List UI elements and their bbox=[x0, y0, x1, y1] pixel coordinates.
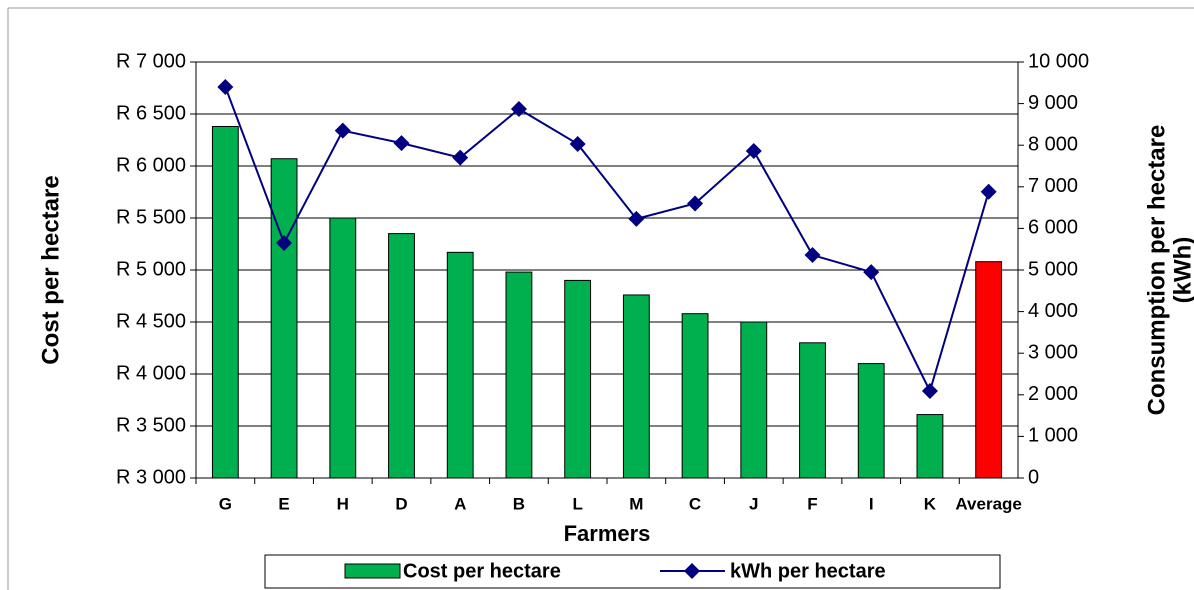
y2-tick-label: 0 bbox=[1028, 466, 1039, 488]
legend-label: kWh per hectare bbox=[730, 560, 886, 582]
marker bbox=[217, 78, 234, 95]
y2-tick-label: 5 000 bbox=[1028, 258, 1078, 280]
marker bbox=[334, 122, 351, 139]
y2-tick-label: 2 000 bbox=[1028, 383, 1078, 405]
marker bbox=[745, 143, 762, 160]
y-axis-title: Cost per hectare bbox=[37, 175, 64, 364]
y-tick-label: R 3 500 bbox=[116, 414, 186, 436]
marker bbox=[921, 383, 938, 400]
marker bbox=[804, 247, 821, 264]
x-tick-label: K bbox=[924, 494, 937, 513]
bar bbox=[975, 261, 1003, 479]
marker bbox=[863, 264, 880, 281]
marker bbox=[687, 195, 704, 212]
x-tick-label: H bbox=[337, 494, 349, 513]
y2-tick-label: 8 000 bbox=[1028, 133, 1078, 155]
x-tick-label: J bbox=[749, 494, 758, 513]
bar bbox=[681, 313, 709, 479]
bar bbox=[622, 294, 650, 479]
x-tick-label: M bbox=[629, 494, 643, 513]
y-tick-label: R 3 000 bbox=[116, 466, 186, 488]
bar bbox=[270, 158, 298, 479]
legend-label: Cost per hectare bbox=[403, 560, 561, 582]
y2-tick-label: 6 000 bbox=[1028, 217, 1078, 239]
y-tick-label: R 6 500 bbox=[116, 102, 186, 124]
y2-tick-label: 7 000 bbox=[1028, 175, 1078, 197]
bar bbox=[446, 251, 474, 479]
y2-tick-label: 4 000 bbox=[1028, 300, 1078, 322]
x-tick-label: L bbox=[572, 494, 582, 513]
x-tick-label: B bbox=[513, 494, 525, 513]
bar bbox=[211, 125, 239, 479]
y2-axis-title: (kWh) bbox=[1169, 237, 1194, 304]
x-tick-label: E bbox=[278, 494, 289, 513]
bar bbox=[740, 321, 768, 479]
y-tick-label: R 6 000 bbox=[116, 154, 186, 176]
y-tick-label: R 7 000 bbox=[116, 50, 186, 72]
y-tick-label: R 5 500 bbox=[116, 206, 186, 228]
y-tick-label: R 4 500 bbox=[116, 310, 186, 332]
bar bbox=[799, 342, 826, 479]
x-tick-label: C bbox=[689, 494, 701, 513]
marker bbox=[510, 101, 527, 118]
bar bbox=[388, 233, 415, 479]
x-tick-label: A bbox=[454, 494, 466, 513]
marker bbox=[980, 183, 997, 200]
y2-tick-label: 1 000 bbox=[1028, 425, 1078, 447]
marker bbox=[569, 135, 586, 152]
x-tick-label: D bbox=[395, 494, 407, 513]
bar bbox=[505, 271, 533, 479]
x-tick-label: I bbox=[869, 494, 874, 513]
x-tick-label: F bbox=[807, 494, 817, 513]
y2-tick-label: 9 000 bbox=[1028, 92, 1078, 114]
y-tick-label: R 5 000 bbox=[116, 258, 186, 280]
legend-swatch bbox=[684, 563, 700, 579]
marker bbox=[393, 135, 410, 152]
bar bbox=[329, 217, 357, 479]
y2-tick-label: 10 000 bbox=[1028, 50, 1089, 72]
bar bbox=[564, 279, 592, 479]
marker bbox=[452, 149, 469, 166]
line bbox=[224, 86, 990, 394]
x-axis-title: Farmers bbox=[564, 521, 651, 546]
y2-tick-label: 3 000 bbox=[1028, 341, 1078, 363]
y2-axis-title: Consumption per hectare bbox=[1143, 125, 1170, 416]
bar bbox=[857, 363, 885, 479]
bar bbox=[916, 414, 944, 479]
x-tick-label: Average bbox=[955, 494, 1021, 513]
marker bbox=[276, 234, 293, 251]
marker bbox=[628, 210, 645, 227]
y-tick-label: R 4 000 bbox=[116, 362, 186, 384]
x-tick-label: G bbox=[219, 494, 232, 513]
legend-swatch bbox=[344, 563, 401, 579]
